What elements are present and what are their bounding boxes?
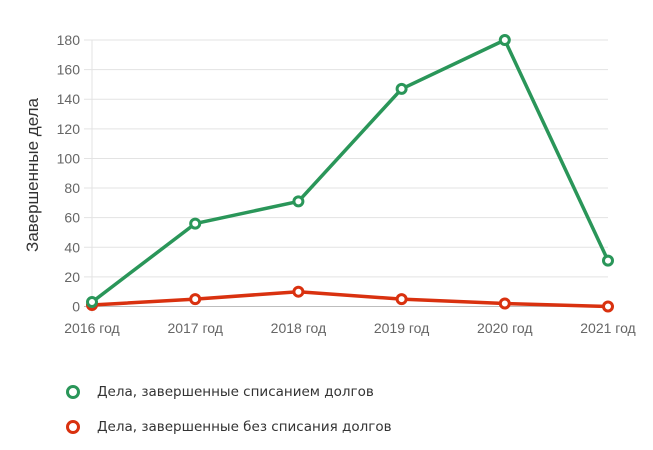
red-circle-marker-icon (66, 419, 80, 434)
y-tick-label: 120 (57, 121, 81, 137)
legend: Дела, завершенные списанием долгов Дела,… (66, 374, 392, 444)
y-axis-ticks: 0 20 40 60 80 100 120 140 160 180 (57, 32, 81, 315)
x-tick-label: 2019 год (374, 320, 429, 336)
y-tick-label: 40 (64, 239, 80, 255)
x-tick-label: 2017 год (167, 320, 222, 336)
x-tick-label: 2016 год (64, 320, 119, 336)
y-tick-label: 160 (57, 62, 81, 78)
data-point-marker[interactable] (189, 293, 202, 306)
series-line (91, 289, 609, 309)
x-tick-label: 2021 год (580, 320, 635, 336)
legend-item-without-debt-writeoff[interactable]: Дела, завершенные без списания долгов (66, 409, 392, 444)
x-tick-label: 2020 год (477, 320, 532, 336)
data-point-marker[interactable] (602, 254, 614, 267)
data-point-marker[interactable] (498, 34, 511, 46)
green-circle-marker-icon (66, 384, 80, 399)
y-axis-label: Завершенные дела (23, 97, 42, 251)
y-tick-label: 60 (64, 210, 80, 226)
data-point-marker[interactable] (292, 285, 305, 298)
data-point-marker[interactable] (395, 293, 408, 306)
y-tick-label: 140 (57, 91, 81, 107)
data-point-marker[interactable] (292, 195, 305, 208)
legend-item-with-debt-writeoff[interactable]: Дела, завершенные списанием долгов (66, 374, 392, 409)
legend-label: Дела, завершенные без списания долгов (97, 418, 392, 435)
x-axis-ticks: 2016 год 2017 год 2018 год 2019 год 2020 год… (64, 320, 635, 336)
y-tick-label: 180 (57, 32, 81, 48)
data-point-marker[interactable] (602, 300, 614, 313)
data-point-marker[interactable] (189, 217, 202, 230)
data-point-marker[interactable] (86, 296, 98, 309)
y-tick-label: 100 (57, 150, 81, 166)
y-tick-label: 20 (64, 269, 80, 285)
x-tick-label: 2018 год (271, 320, 326, 336)
y-tick-label: 0 (72, 299, 80, 315)
line-chart: 0 20 40 60 80 100 120 140 160 180 2016 год 2017 го… (23, 32, 636, 336)
series-lines (86, 34, 614, 313)
grid-lines (84, 39, 608, 313)
legend-label: Дела, завершенные списанием долгов (97, 383, 374, 400)
data-point-marker[interactable] (498, 297, 511, 310)
y-tick-label: 80 (64, 180, 80, 196)
series-line (90, 38, 610, 304)
data-point-marker[interactable] (395, 82, 408, 95)
